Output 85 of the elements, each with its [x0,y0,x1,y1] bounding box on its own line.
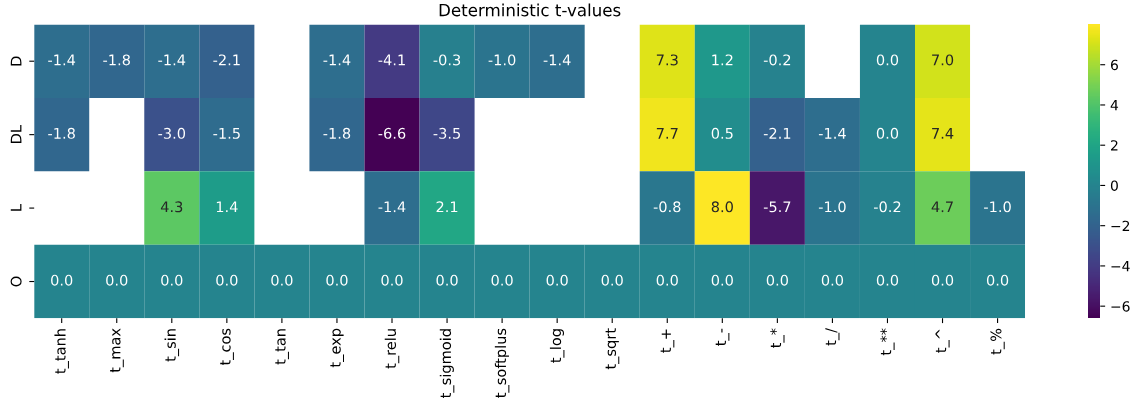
data-label: -1.0 [488,54,516,66]
x-tick-label: t_sigmoid [439,329,455,398]
color-bar-label: 6 [1110,59,1118,71]
data-label: 4.3 [160,201,183,213]
x-tick-label: t_sin [164,329,180,362]
data-label: 1.2 [712,54,733,66]
data-label: 0.0 [876,127,899,139]
data-label: 7.4 [932,128,954,139]
color-bar-label: 0 [1110,180,1118,191]
data-label: 0.0 [656,274,678,286]
data-label: 0.0 [711,274,733,286]
data-label: -1.4 [48,54,76,66]
x-tick-label: t_+ [660,329,675,353]
data-label: 7.0 [932,54,954,66]
color-bar-label: −6 [1111,301,1130,312]
data-label: -0.3 [433,54,461,66]
data-label: 0.0 [931,274,954,286]
data-label: -1.4 [378,201,406,213]
x-tick-label: t_cos [220,328,234,366]
data-label: 0.0 [491,274,513,286]
x-tick-label: t_tan [275,329,289,365]
x-tick-label: t_relu [384,329,400,369]
y-tick-label: D [10,56,22,66]
x-tick-label: t_- [715,328,730,346]
data-label: 0.0 [51,274,73,286]
data-label: 0.0 [326,274,348,286]
color-bar-label: −4 [1111,261,1130,272]
data-label: -1.0 [984,201,1011,213]
data-label: -4.1 [378,54,405,66]
x-tick-label: t_** [880,328,895,356]
data-label: -1.8 [103,54,130,66]
color-bar-label: −2 [1111,220,1130,231]
x-tick-label: t_log [549,329,565,363]
data-label: 1.4 [216,201,238,213]
x-tick-label: t_sqrt [605,328,620,370]
data-label: 7.7 [656,128,678,139]
data-label: 0.0 [986,274,1009,286]
data-label: -1.4 [323,54,351,66]
x-tick-label: t_softplus [494,328,510,398]
data-label: 0.0 [216,274,238,286]
data-label: 0.0 [876,274,899,286]
data-label: -5.7 [763,201,791,213]
data-label: 0.0 [876,54,899,66]
x-tick-label: t_tanh [54,329,69,374]
data-label: 0.0 [821,274,844,286]
y-tick-label: DL [10,125,22,143]
x-tick-label: t_max [110,328,124,373]
data-label: -1.5 [213,128,240,139]
data-label: 8.0 [711,201,733,213]
data-label: 0.0 [161,274,183,286]
data-label: 2.1 [436,201,458,213]
data-label: -0.2 [873,201,901,213]
data-label: 0.0 [546,274,568,286]
data-label: -1.8 [48,127,75,139]
data-label: 0.0 [106,274,128,286]
y-tick-label: O [10,276,22,287]
data-label: -0.8 [653,201,681,213]
data-label: 7.3 [656,54,678,66]
data-label: 0.0 [381,274,403,286]
data-label: -1.4 [543,54,571,66]
color-bar-label: 2 [1111,140,1118,151]
data-label: -1.8 [323,127,351,139]
x-tick-label: t_% [990,328,1005,355]
data-label: -0.2 [763,54,791,66]
data-label: -2.1 [763,127,791,139]
x-tick-label: t_^ [935,329,950,353]
y-tick-label: L [10,204,22,211]
data-label: 0.0 [601,274,623,286]
x-tick-label: t_exp [330,328,345,368]
data-label: 0.0 [271,274,293,286]
data-label: -3.5 [433,127,461,139]
data-label: -1.4 [818,128,846,139]
data-label: 4.7 [931,201,953,213]
data-label: 0.0 [436,274,458,286]
data-label: -1.4 [158,54,186,66]
x-tick-label: t_* [770,328,785,348]
color-bar-label: 4 [1110,100,1119,111]
data-label: -3.0 [158,127,186,139]
data-label: -2.1 [213,54,240,66]
data-label: 0.0 [766,274,788,286]
x-tick-label: t_/ [825,327,840,346]
data-label: 0.5 [711,127,733,139]
chart-title: Deterministic t-values [439,3,621,17]
data-label: -1.0 [818,201,846,213]
data-label: -6.6 [378,127,406,139]
